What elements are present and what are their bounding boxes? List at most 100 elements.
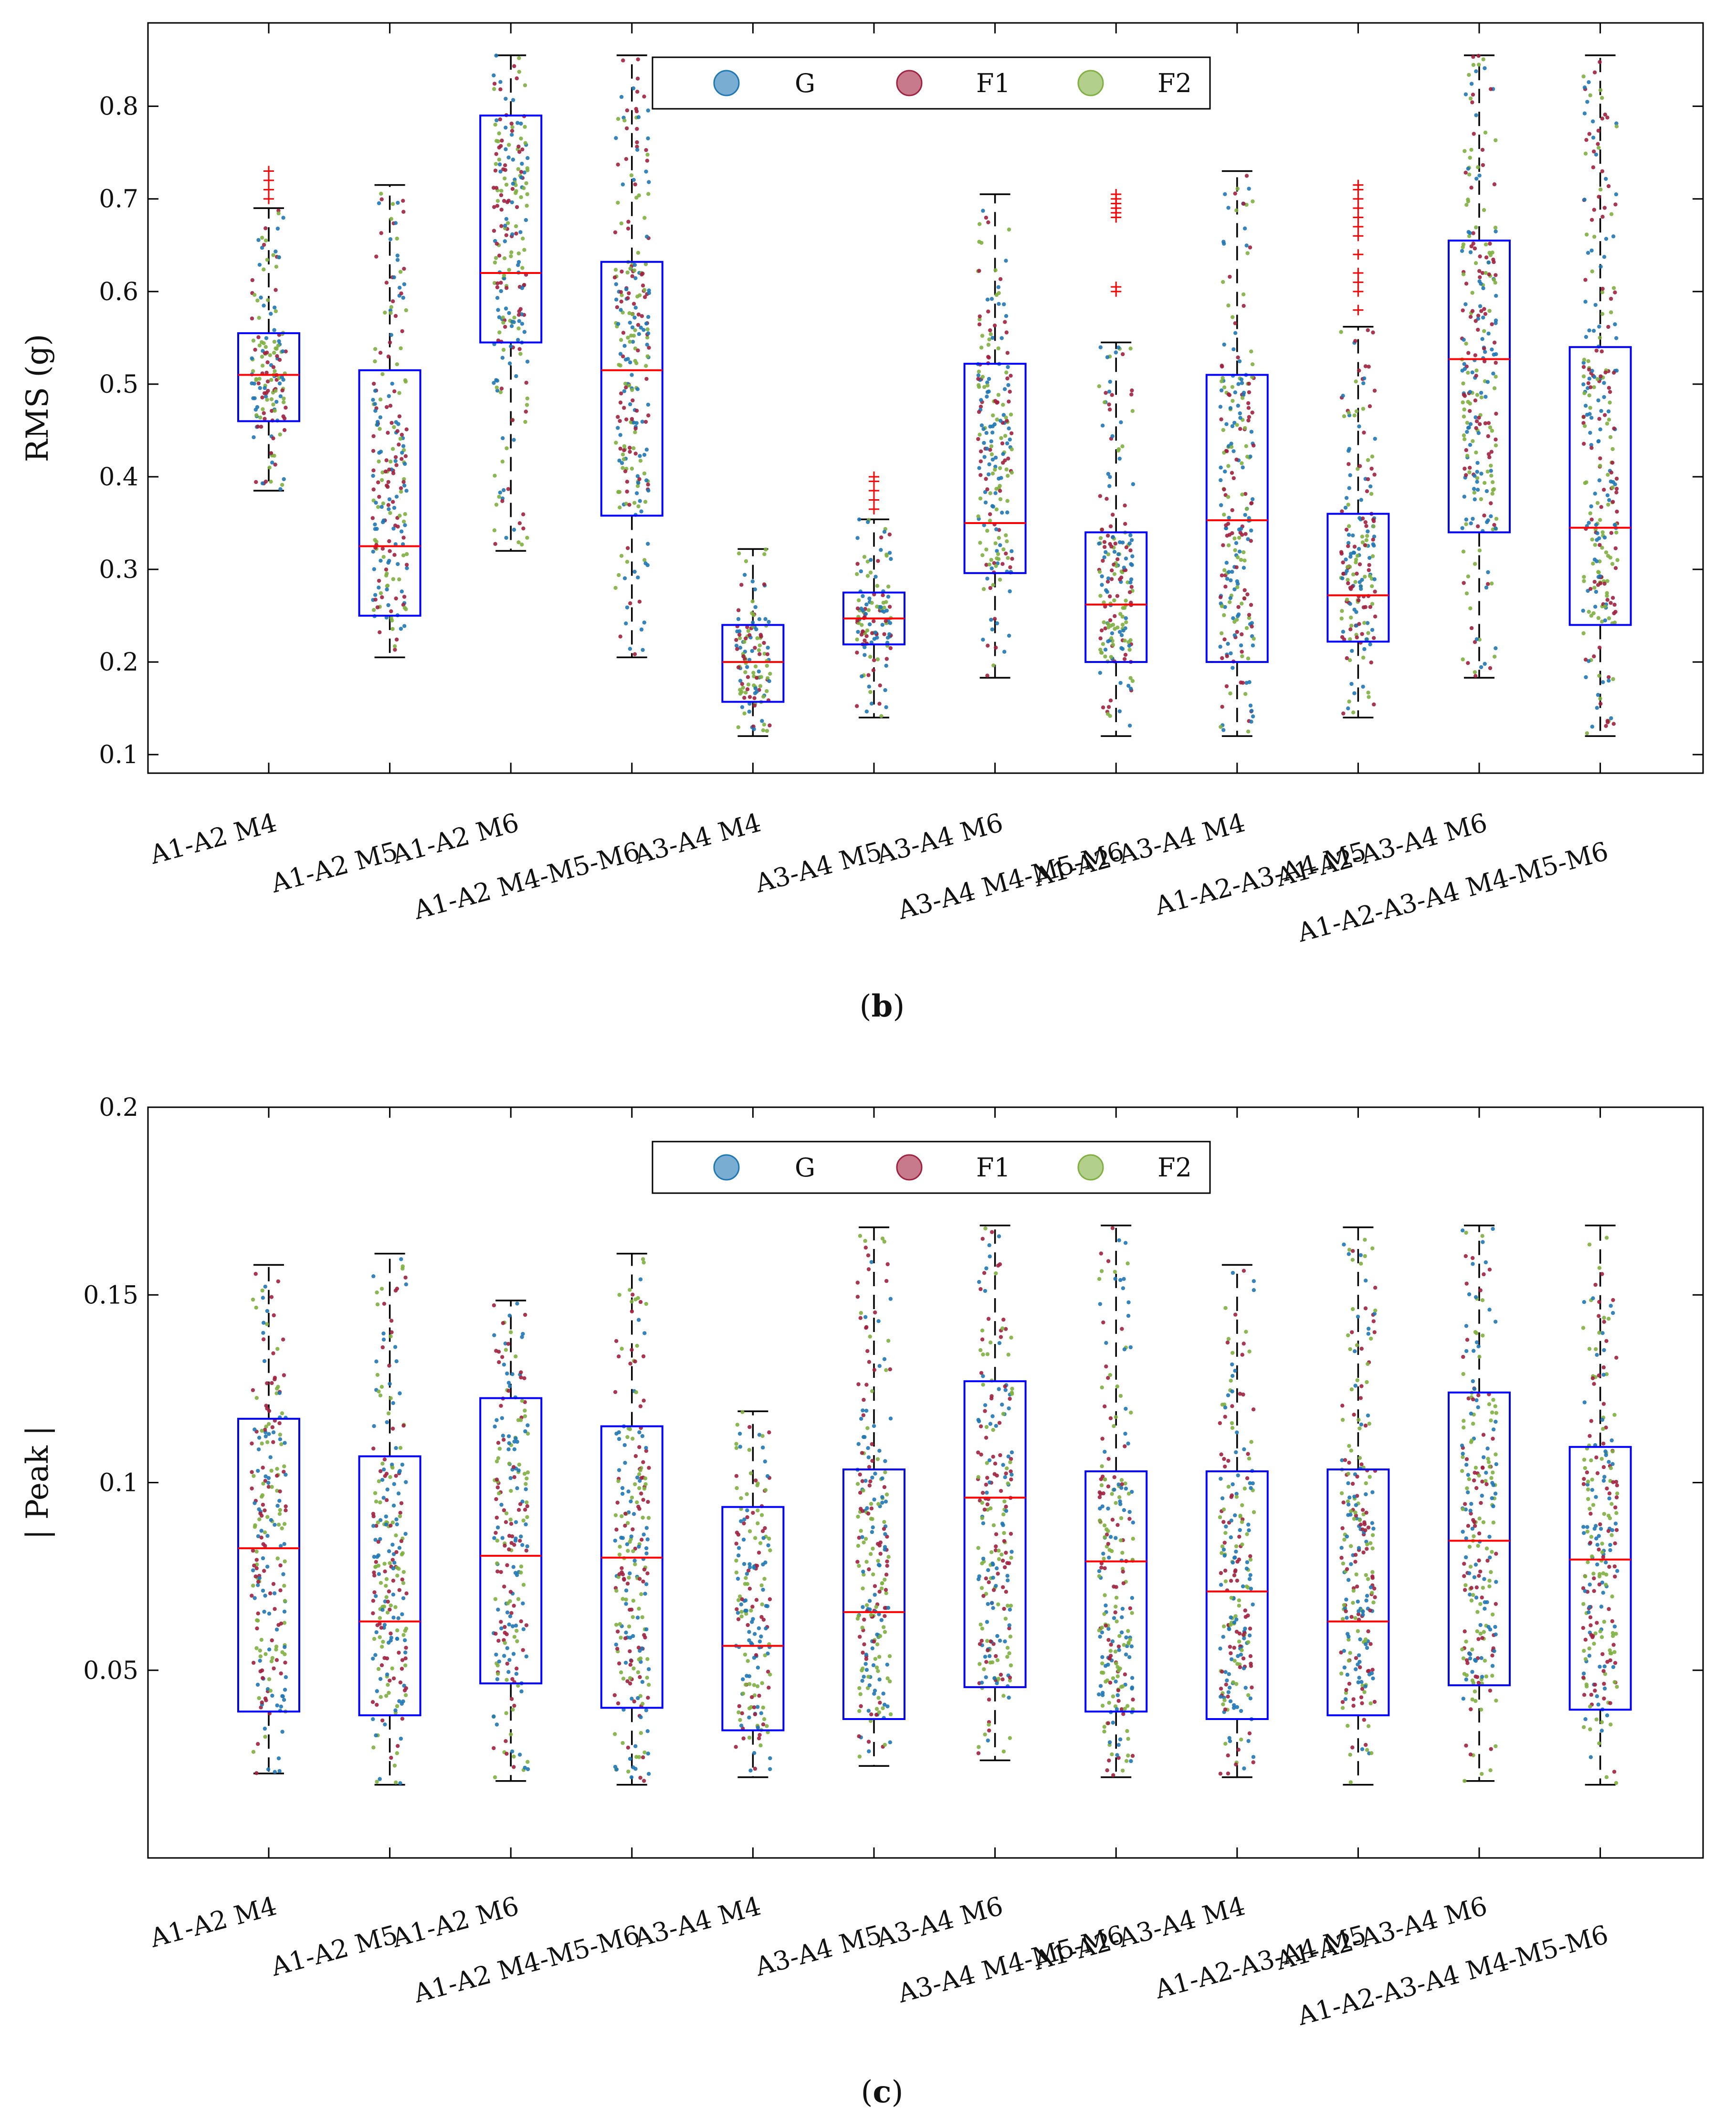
data-point [756, 1508, 760, 1513]
data-point [888, 1416, 893, 1421]
data-point [399, 627, 403, 631]
data-point [1347, 524, 1351, 528]
data-point [858, 1316, 863, 1320]
data-point [1124, 1406, 1128, 1411]
data-point [1483, 312, 1488, 316]
data-point [625, 480, 630, 484]
data-point [883, 1742, 887, 1747]
data-point [1346, 1333, 1350, 1338]
data-point [621, 1536, 625, 1540]
data-point [1359, 1422, 1364, 1427]
data-point [504, 1348, 508, 1352]
data-point [628, 402, 632, 407]
data-point [387, 507, 391, 512]
data-point [1365, 1547, 1369, 1551]
data-point [998, 577, 1002, 582]
data-point [521, 1601, 525, 1605]
data-point [1220, 376, 1225, 380]
data-point [1348, 1347, 1352, 1352]
data-point [1358, 584, 1363, 588]
data-point [391, 1566, 396, 1571]
data-point [1222, 1457, 1226, 1461]
data-point [381, 518, 386, 523]
data-point [254, 480, 258, 484]
data-point [1251, 1602, 1255, 1607]
data-point [625, 270, 630, 275]
data-point [1343, 1458, 1347, 1462]
data-point [1597, 195, 1601, 199]
data-point [1227, 1686, 1232, 1690]
data-point [260, 235, 264, 240]
data-point [883, 1470, 887, 1475]
data-point [628, 1676, 632, 1680]
data-point [1099, 1251, 1103, 1256]
data-point [1486, 1457, 1490, 1461]
data-point [519, 195, 523, 199]
data-point [375, 1703, 379, 1707]
data-point [1101, 1552, 1105, 1556]
data-point [1219, 503, 1223, 507]
data-point [1246, 406, 1251, 410]
data-point [985, 447, 989, 451]
data-point [622, 1577, 626, 1581]
data-point [378, 427, 382, 431]
data-point [494, 1478, 499, 1482]
data-point [1368, 1585, 1373, 1590]
data-point [743, 1582, 747, 1586]
data-point [398, 1511, 402, 1515]
data-point [1097, 384, 1101, 388]
data-point [507, 311, 511, 315]
data-point [753, 1536, 758, 1540]
data-point [622, 406, 626, 410]
data-point [1347, 1248, 1352, 1252]
data-point [638, 499, 642, 503]
data-point [888, 1367, 893, 1372]
data-point [637, 1486, 642, 1490]
data-point [978, 459, 983, 463]
data-point [1461, 272, 1466, 276]
data-point [1122, 1508, 1126, 1512]
data-point [1341, 1617, 1345, 1621]
data-point [1464, 473, 1468, 477]
data-point [389, 1603, 393, 1608]
box-a1-a2-a3-a4-m4-m5-m6: A1-A2-A3-A4 M4-M5-M6 [1294, 23, 1632, 948]
data-point [1226, 1690, 1231, 1694]
data-point [979, 1638, 984, 1643]
data-point [1473, 674, 1478, 678]
data-point [284, 1504, 288, 1509]
data-point [1111, 513, 1115, 517]
data-point [389, 333, 393, 337]
data-point [250, 356, 254, 360]
data-point [384, 281, 389, 285]
data-point [855, 619, 860, 623]
data-point [1242, 304, 1246, 308]
data-point [1127, 648, 1132, 652]
data-point [1104, 1624, 1108, 1628]
data-point [1121, 1569, 1125, 1574]
data-point [1123, 1241, 1128, 1245]
data-point [1587, 609, 1591, 614]
data-point [265, 258, 270, 262]
data-point [647, 1772, 651, 1776]
data-point [259, 1529, 263, 1533]
data-point [1116, 1699, 1121, 1703]
data-point [520, 322, 525, 326]
data-point [989, 1506, 993, 1511]
box-a1-a2-m4: A1-A2 M4 [147, 1107, 300, 1953]
data-point [645, 152, 650, 157]
data-point [744, 1576, 748, 1580]
data-point [866, 1446, 870, 1450]
data-point [1611, 677, 1615, 682]
data-point [1241, 1633, 1246, 1637]
data-point [1614, 336, 1619, 340]
data-point [380, 1478, 385, 1482]
data-point [631, 340, 635, 344]
data-point [1240, 1542, 1244, 1547]
data-point [868, 690, 873, 694]
data-point [1246, 1693, 1251, 1698]
data-point [987, 1698, 991, 1702]
data-point [880, 1500, 884, 1505]
data-point [857, 1754, 862, 1759]
data-point [1363, 1306, 1368, 1311]
data-point [380, 546, 385, 551]
